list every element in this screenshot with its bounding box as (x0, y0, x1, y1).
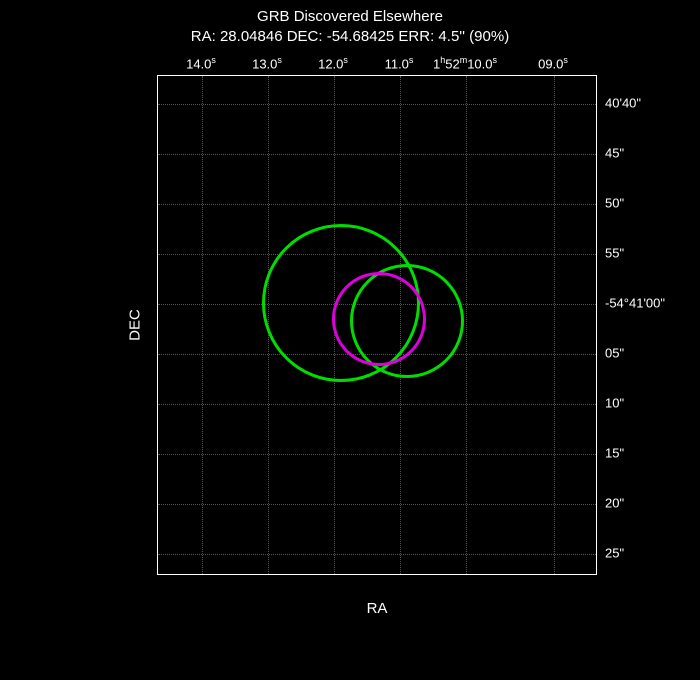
grid-line-horizontal (158, 554, 596, 555)
y-tick-label: 45" (605, 145, 624, 160)
x-tick-label: 14.0s (186, 55, 216, 71)
grid-line-vertical (554, 76, 555, 574)
x-tick-label: 13.0s (252, 55, 282, 71)
y-tick-label: 50" (605, 195, 624, 210)
y-axis-label: DEC (127, 309, 144, 341)
y-tick-label: 20" (605, 495, 624, 510)
grid-line-vertical (202, 76, 203, 574)
grid-line-horizontal (158, 504, 596, 505)
x-tick-label: 1h52m10.0s (433, 55, 497, 71)
grid-line-horizontal (158, 454, 596, 455)
chart-title: GRB Discovered Elsewhere (0, 8, 700, 25)
grid-line-horizontal (158, 404, 596, 405)
y-tick-label: 25" (605, 545, 624, 560)
plot-area (157, 75, 597, 575)
x-tick-label: 12.0s (318, 55, 348, 71)
y-tick-label: 10" (605, 395, 624, 410)
grid-line-vertical (466, 76, 467, 574)
grid-line-horizontal (158, 204, 596, 205)
grid-line-horizontal (158, 154, 596, 155)
error-circle (332, 272, 426, 366)
x-axis-label: RA (367, 600, 388, 617)
y-tick-label: 40'40" (605, 95, 641, 110)
chart-container: GRB Discovered Elsewhere RA: 28.04846 DE… (0, 0, 700, 680)
y-tick-label: 55" (605, 245, 624, 260)
y-tick-label: 15" (605, 445, 624, 460)
y-tick-label: 05" (605, 345, 624, 360)
x-tick-label: 09.0s (538, 55, 568, 71)
grid-line-horizontal (158, 104, 596, 105)
y-tick-label: -54°41'00" (605, 295, 665, 310)
x-tick-label: 11.0s (385, 55, 414, 71)
chart-subtitle: RA: 28.04846 DEC: -54.68425 ERR: 4.5'' (… (0, 28, 700, 45)
